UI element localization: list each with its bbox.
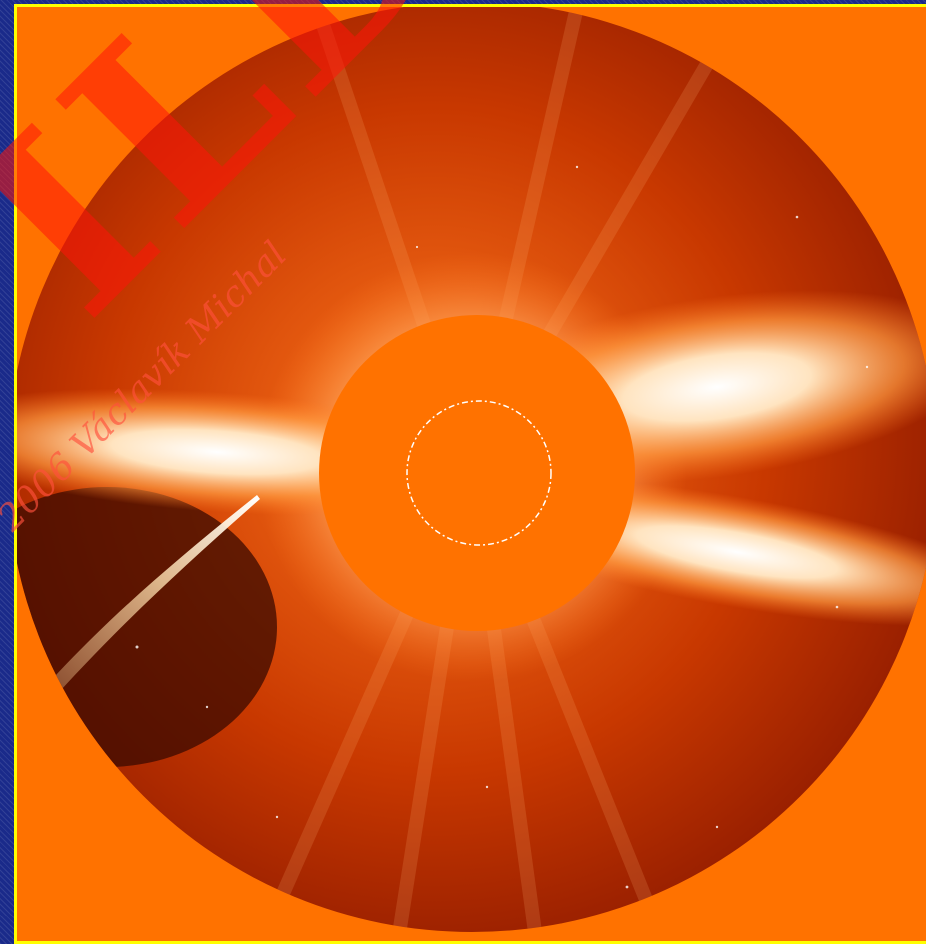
- image-frame: [14, 4, 926, 944]
- solar-disc-outline: [406, 400, 552, 546]
- star-specks: [135, 165, 899, 889]
- comet-tail: [27, 495, 260, 719]
- occulter-disc: [319, 315, 635, 631]
- coronagraph-image: [17, 7, 926, 932]
